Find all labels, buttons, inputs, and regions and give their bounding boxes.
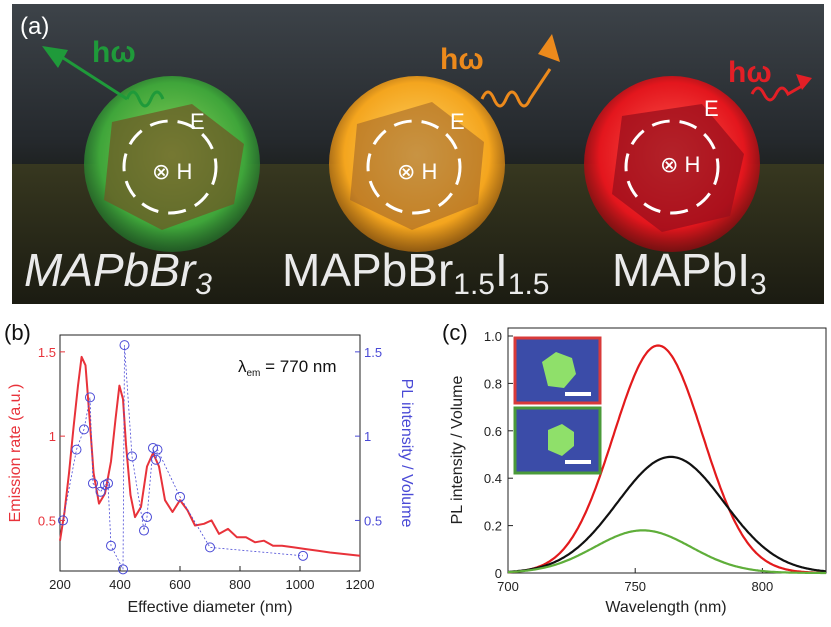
pl-spectrum-1 [507,455,827,573]
inset-particle-green [548,424,574,456]
x-tick-label-b: 400 [109,577,131,592]
y-tick-label-right-b: 0.5 [364,513,382,528]
y-tick-label-left-b: 0.5 [38,513,56,528]
pl-intensity-point [118,564,128,575]
label-particle-3: MAPbI3 [612,244,767,301]
h-label-orange: ⊗ H [397,159,437,184]
photon-wave-red [750,84,803,102]
y-axis-label-c: PL intensity / Volume [449,375,466,524]
scale-bar-red [565,392,591,396]
hw-label-green: hω [92,36,136,69]
photon-arrow-green [42,46,68,68]
particle-orange: E ⊗ H hω [329,34,560,252]
y-tick-label-left-b: 1.5 [38,345,56,360]
panel-c-chart: (c) 700 750 800 0 0.2 0.4 0.6 0.8 1.0 Wavelength… [442,320,827,616]
pl-intensity-point [79,424,89,435]
y-tick-label-c: 0.6 [484,424,502,439]
pl-intensity-point [119,340,130,351]
x-tick-label-b: 1000 [286,577,315,592]
y-axis-label-right-b: PL intensity / Volume [398,379,415,528]
pl-intensity-point [152,444,163,455]
pl-intensity-point [151,454,161,465]
pl-intensity-point [142,512,152,523]
photon-wave-green [56,52,165,108]
x-tick-label-c: 800 [752,579,774,594]
x-tick-label-b: 200 [49,577,71,592]
annotation-lambda: λem = 770 nm [238,357,336,379]
plot-frame-c [507,327,827,574]
photon-arrow-red [796,74,812,90]
h-label-red: ⊗ H [660,152,700,177]
pl-intensity-point [58,515,68,526]
pl-spectrum-0 [507,344,826,574]
label-particle-2: MAPbBr1.5I1.5 [282,244,549,301]
x-tick-label-b: 1200 [346,577,375,592]
plot-area-c: 700 750 800 0 0.2 0.4 0.6 0.8 1.0 [484,329,827,594]
particle-red: E ⊗ H hω [584,56,812,252]
hw-label-red: hω [728,56,772,89]
inset-particle-red [542,352,576,388]
pl-intensity-point [71,444,82,455]
panel-a-illustration: (a) E ⊗ H hω E ⊗ H hω E ⊗ H hω MAPbBr3 M… [12,4,824,304]
y-axis-label-left-b: Emission rate (a.u.) [7,384,24,523]
panel-b-chart: (b) 200 400 600 800 1000 1200 0.5 1 1.5 0.5 1 1.5 λ… [4,320,415,616]
pl-intensity-point [175,491,185,502]
pl-intensity-point [95,486,106,497]
y-tick-label-right-b: 1 [364,429,371,444]
crystal-green [104,104,244,230]
y-tick-label-c: 0.4 [484,471,502,486]
pl-intensity-point [298,550,308,561]
pl-intensity-point [88,478,98,489]
field-loop-green [122,119,218,215]
photon-arrow-orange [538,34,560,62]
x-tick-label-c: 750 [624,579,646,594]
plot-area-b: 200 400 600 800 1000 1200 0.5 1 1.5 0.5 1 1.5 [38,340,382,592]
pl-intensity-point [127,451,137,462]
y-tick-label-right-b: 1.5 [364,345,382,360]
e-label-red: E [704,96,719,121]
y-tick-label-c: 0.8 [484,376,502,391]
inset-sem-green [513,406,602,475]
x-axis-label-c: Wavelength (nm) [605,599,726,616]
pl-intensity-point [85,392,95,403]
pl-intensity-point [148,442,158,453]
particle-green: E ⊗ H hω [42,36,260,252]
y-tick-label-c: 1.0 [484,329,502,344]
hw-label-orange: hω [440,43,484,76]
field-loop-red [624,119,720,215]
panel-c-label: (c) [442,320,468,345]
pl-intensity-point [106,540,116,551]
pl-spectrum-2 [508,529,826,575]
h-label-green: ⊗ H [152,159,192,184]
y-tick-label-c: 0.2 [484,519,502,534]
pl-intensity-point [100,480,110,491]
y-tick-label-c: 0 [495,566,502,581]
e-label-orange: E [450,109,465,134]
photon-wave-orange [480,68,552,108]
x-tick-label-b: 600 [169,577,191,592]
scale-bar-green [565,460,591,464]
plot-frame-b [59,334,361,572]
y-tick-label-left-b: 1 [49,429,56,444]
pl-intensity-point [139,525,149,536]
x-axis-label-b: Effective diameter (nm) [127,599,292,616]
crystal-red [612,104,744,232]
x-tick-label-c: 700 [497,579,519,594]
label-particle-1: MAPbBr3 [24,244,212,301]
x-tick-label-b: 800 [229,577,251,592]
pl-intensity-point [205,542,215,553]
pl-intensity-point [103,478,113,489]
field-loop-orange [366,119,462,215]
panel-b-label: (b) [4,320,31,345]
inset-sem-red [513,336,602,405]
series-pl-intensity-line [62,345,304,570]
panel-a-label: (a) [20,13,49,40]
series-emission-rate [59,355,361,557]
e-label-green: E [190,109,205,134]
